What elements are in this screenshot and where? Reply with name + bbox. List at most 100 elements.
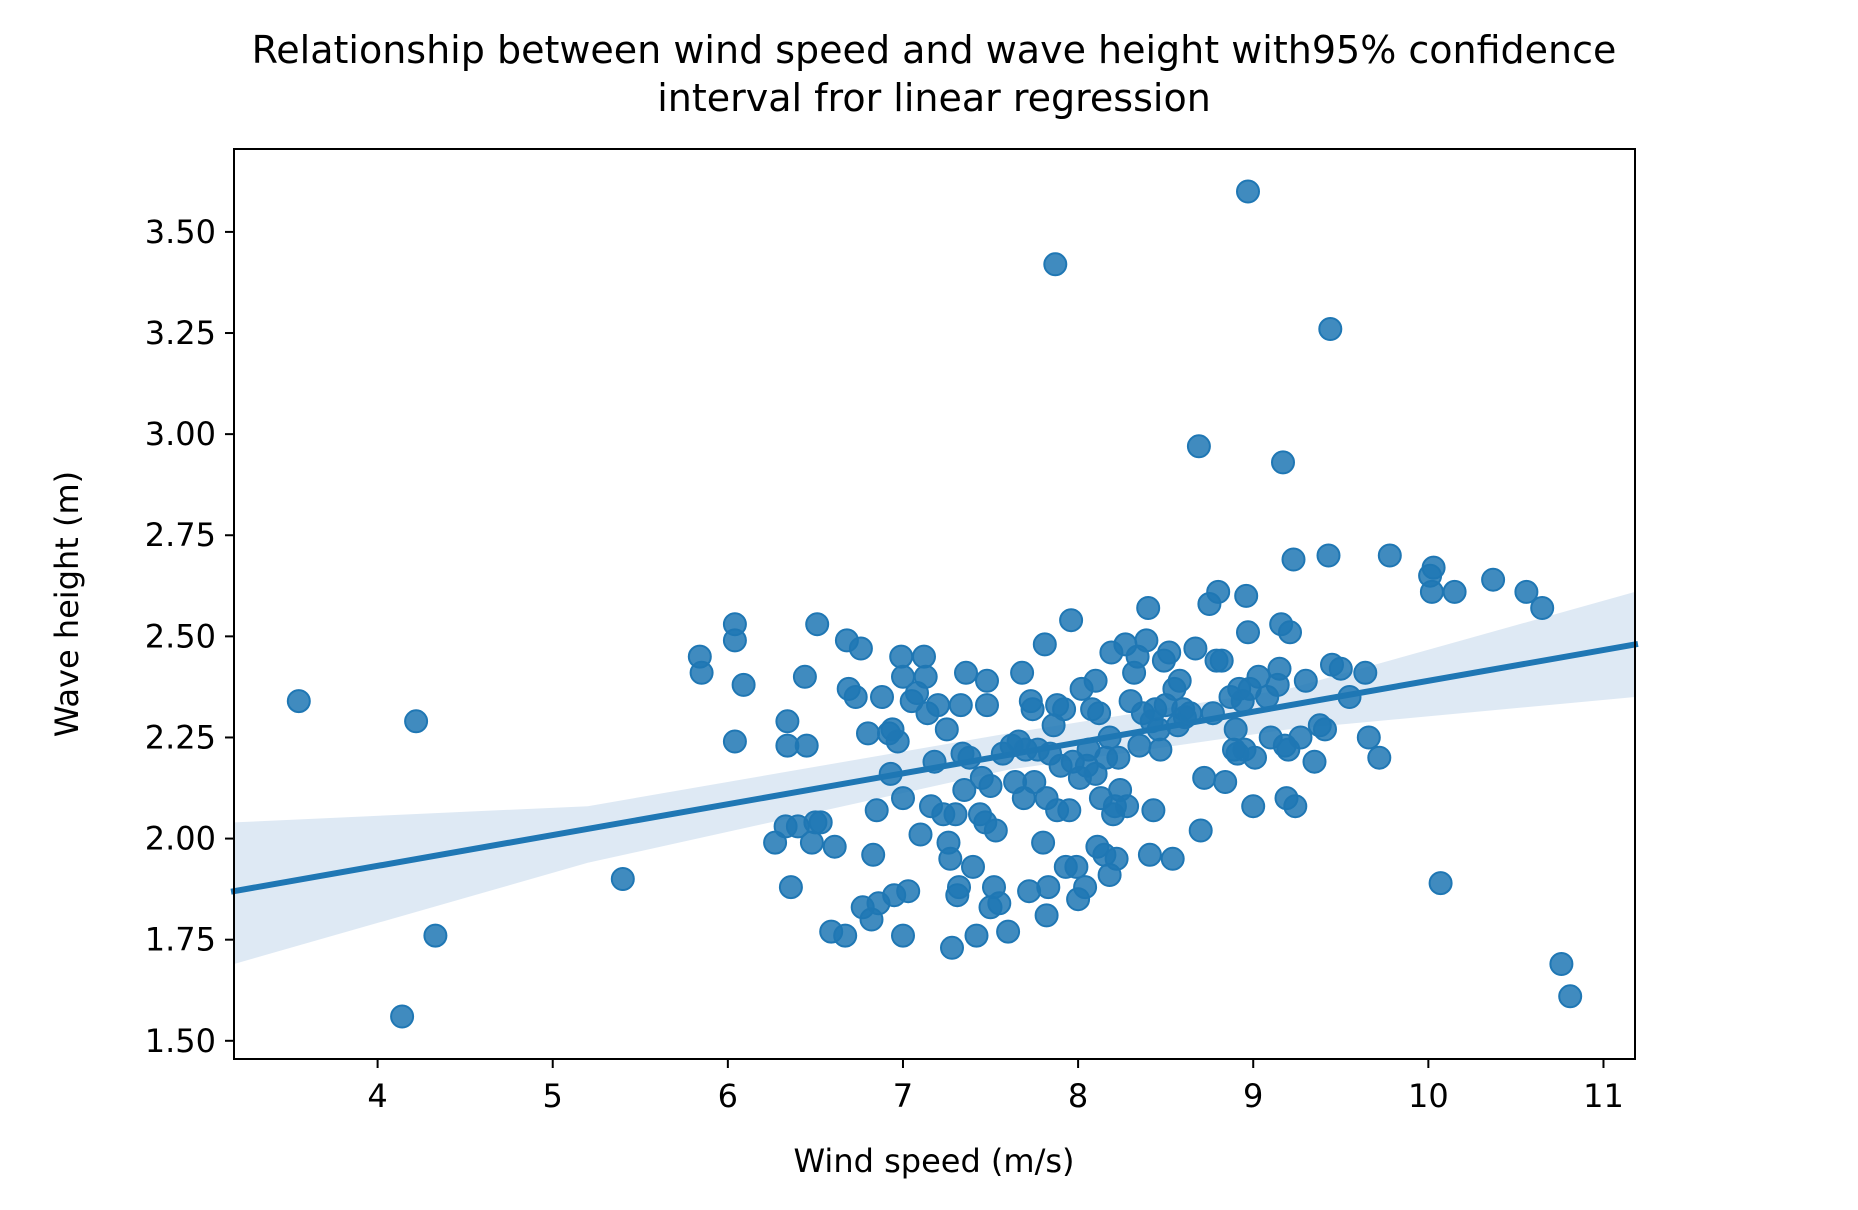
- scatter-point: [996, 919, 1021, 944]
- scatter-point: [1104, 846, 1129, 871]
- scatter-point: [1043, 252, 1068, 277]
- scatter-point: [891, 923, 915, 948]
- scatter-point: [833, 923, 858, 948]
- scatter-point: [947, 875, 971, 900]
- chart-title-line-2: interval fror linear regression: [657, 76, 1211, 120]
- scatter-point: [885, 729, 910, 754]
- y-tick-label: 2.50: [145, 617, 216, 655]
- scatter-point: [940, 935, 964, 960]
- scatter-point: [856, 721, 880, 746]
- scatter-point: [1032, 632, 1057, 657]
- scatter-point: [722, 628, 747, 653]
- scatter-point: [722, 729, 747, 754]
- scatter-point: [843, 685, 868, 709]
- scatter-point: [878, 761, 903, 786]
- scatter-point: [848, 636, 873, 661]
- scatter-point: [1530, 596, 1555, 620]
- scatter-point: [1514, 579, 1539, 604]
- scatter-point: [1328, 656, 1353, 681]
- scatter-point: [1036, 875, 1061, 900]
- scatter-point: [1223, 717, 1248, 742]
- scatter-point: [938, 846, 963, 871]
- x-tick-label: 11: [1583, 1077, 1624, 1115]
- scatter-point: [1020, 697, 1045, 722]
- scatter-point: [1281, 547, 1306, 572]
- scatter-point: [778, 875, 803, 900]
- scatter-point: [957, 745, 982, 770]
- scatter-point: [1127, 733, 1152, 758]
- scatter-point: [1236, 620, 1260, 645]
- scatter-point: [861, 842, 886, 867]
- scatter-point: [1106, 745, 1131, 770]
- scatter-point: [1059, 608, 1084, 633]
- x-tick-label: 6: [718, 1077, 738, 1115]
- scatter-point: [1073, 875, 1098, 900]
- scatter-point: [1134, 628, 1159, 653]
- scatter-point: [1206, 579, 1231, 604]
- y-tick-label: 1.50: [145, 1022, 216, 1060]
- y-axis-ticks: 1.50 1.75 2.00 2.25 2.50 2.75 3.00 3.25 3.50: [145, 213, 234, 1060]
- scatter-point: [775, 709, 800, 734]
- scatter-point: [975, 668, 999, 693]
- scatter-point: [689, 660, 714, 685]
- y-tick-label: 2.25: [145, 718, 216, 756]
- scatter-point: [1481, 567, 1506, 592]
- chart-title-line-1: Relationship between wind speed and wave…: [252, 28, 1617, 72]
- scatter-point: [1010, 660, 1035, 685]
- y-tick-label: 1.75: [145, 921, 216, 959]
- scatter-point: [1316, 543, 1341, 568]
- scatter-point: [1052, 697, 1077, 722]
- scatter-point: [1278, 620, 1302, 645]
- scatter-point: [1419, 579, 1444, 604]
- scatter-point: [1022, 770, 1047, 794]
- scatter-point: [1057, 798, 1082, 823]
- scatter-point: [1367, 745, 1392, 770]
- scatter-point: [1137, 842, 1162, 867]
- scatter-point: [1267, 656, 1292, 681]
- scatter-point: [961, 854, 985, 879]
- scatter-point: [610, 867, 635, 891]
- plot-frame: [233, 148, 1636, 1060]
- scatter-point: [1186, 434, 1211, 459]
- scatter-point: [922, 749, 947, 774]
- scatter-point: [983, 818, 1008, 843]
- y-tick-label: 3.25: [145, 314, 216, 352]
- scatter-point: [1031, 830, 1056, 855]
- x-tick-label: 7: [893, 1077, 913, 1115]
- scatter-point: [794, 733, 819, 758]
- scatter-point: [964, 923, 989, 948]
- scatter-point: [1356, 725, 1381, 750]
- scatter-point: [1157, 640, 1182, 665]
- scatter-point: [975, 693, 999, 718]
- scatter-point: [1188, 818, 1213, 843]
- scatter-point: [948, 693, 973, 718]
- scatter-point: [1083, 668, 1108, 693]
- scatter-point: [1549, 952, 1574, 976]
- scatter-point: [1283, 794, 1308, 819]
- scatter-point: [1097, 725, 1122, 750]
- scatter-point: [1271, 450, 1295, 475]
- x-tick-label: 9: [1243, 1077, 1263, 1115]
- scatter-point: [1241, 794, 1266, 819]
- scatter-point: [1302, 749, 1327, 774]
- scatter-point: [286, 689, 311, 714]
- scatter-point: [889, 644, 914, 669]
- scatter-point: [1141, 798, 1166, 823]
- y-tick-label: 3.50: [145, 213, 216, 251]
- scatter-points: [286, 179, 1583, 1029]
- scatter-point: [822, 834, 847, 859]
- scatter-point: [1148, 737, 1173, 762]
- scatter-point: [943, 802, 968, 827]
- scatter-point: [792, 664, 817, 689]
- scatter-point: [864, 798, 889, 823]
- scatter-point: [1178, 701, 1203, 726]
- scatter-point: [808, 810, 833, 835]
- scatter-point: [987, 891, 1012, 916]
- scatter-point: [1313, 717, 1337, 742]
- scatter-point: [1442, 579, 1467, 604]
- y-tick-label: 3.00: [145, 415, 216, 453]
- scatter-point: [1428, 871, 1453, 896]
- scatter-point: [934, 717, 959, 742]
